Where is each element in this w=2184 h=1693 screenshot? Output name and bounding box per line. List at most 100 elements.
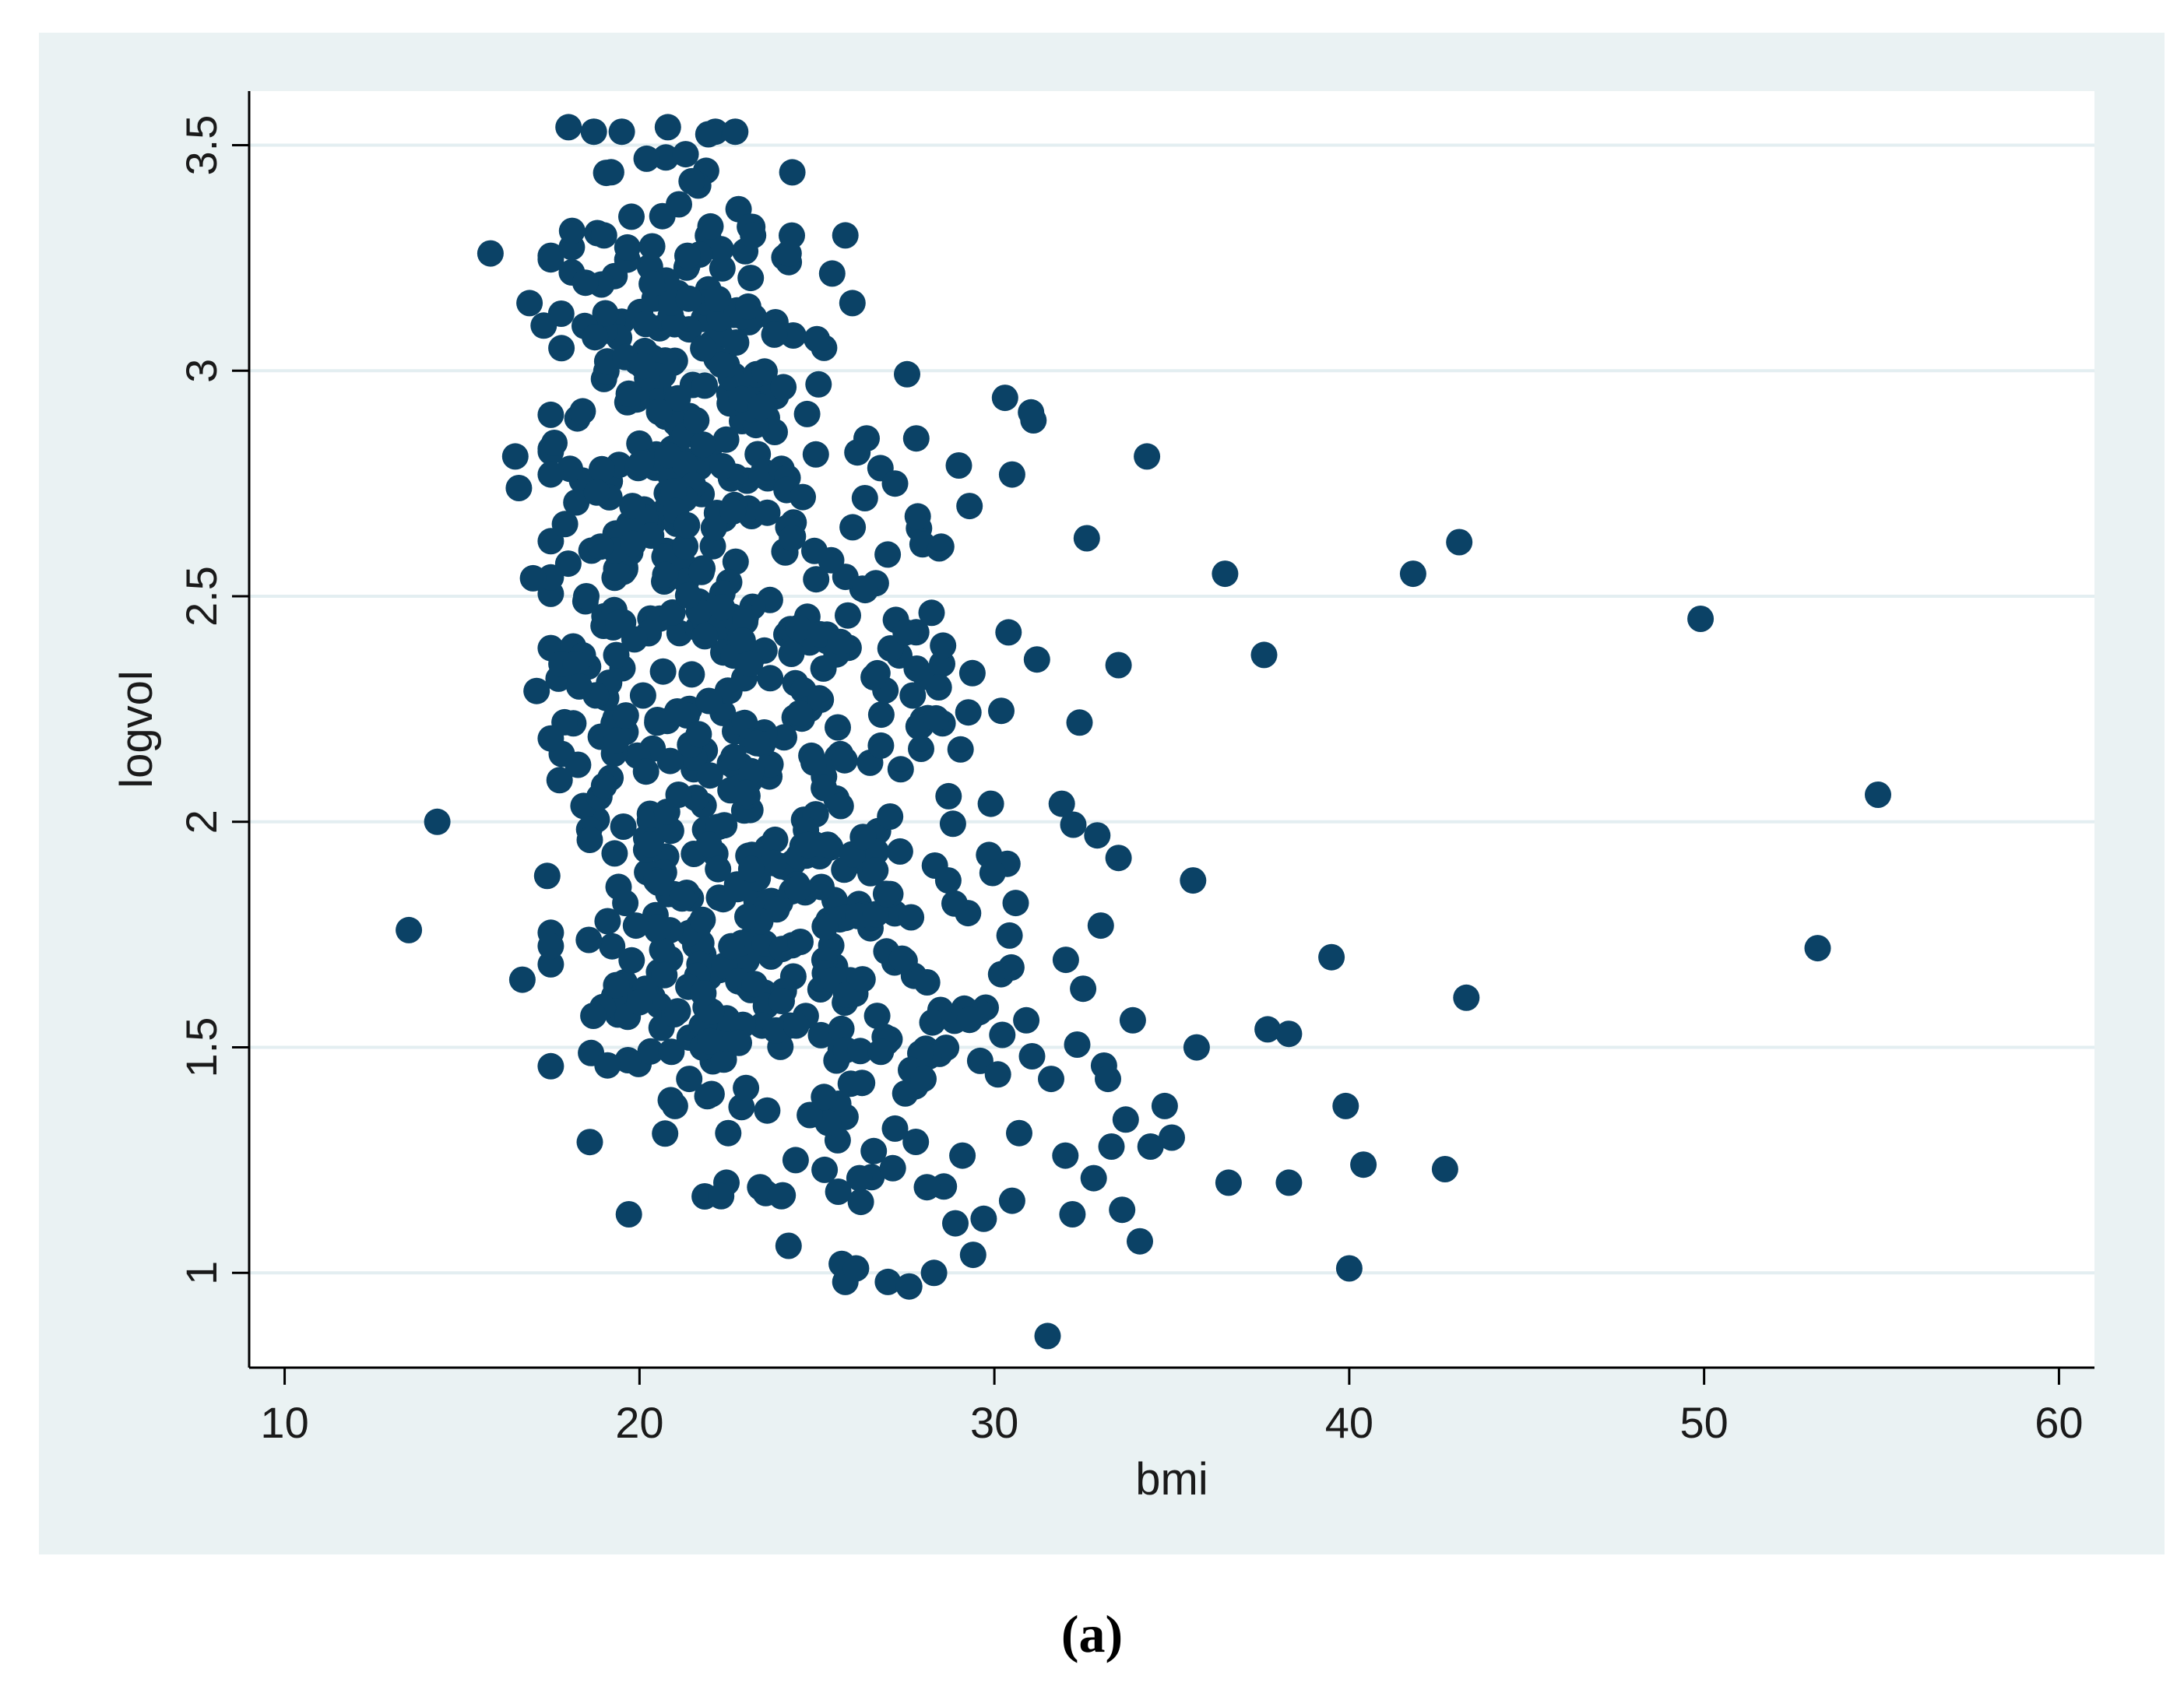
scatter-point bbox=[590, 222, 617, 249]
scatter-point bbox=[846, 1038, 874, 1065]
scatter-point bbox=[519, 564, 547, 592]
scatter-point bbox=[894, 360, 920, 388]
scatter-point bbox=[846, 1164, 873, 1192]
scatter-point bbox=[691, 623, 719, 650]
scatter-point bbox=[956, 493, 983, 520]
y-ticks: 1 1.5 2 2.5 3 3.5 bbox=[177, 115, 249, 1285]
scatter-point bbox=[563, 489, 590, 516]
data-points bbox=[396, 114, 1891, 1350]
scatter-point bbox=[660, 478, 688, 505]
scatter-point bbox=[709, 594, 736, 621]
scatter-point bbox=[722, 548, 749, 575]
scatter-point bbox=[698, 1080, 725, 1108]
scatter-point bbox=[879, 1154, 906, 1182]
scatter-point bbox=[632, 311, 659, 338]
scatter-point bbox=[620, 530, 647, 557]
scatter-point bbox=[594, 1052, 621, 1079]
y-tick-label: 2 bbox=[177, 810, 226, 834]
scatter-point bbox=[1446, 529, 1473, 556]
scatter-point bbox=[872, 880, 899, 908]
scatter-point bbox=[927, 533, 955, 560]
scatter-point bbox=[786, 700, 813, 727]
scatter-point bbox=[664, 385, 691, 412]
scatter-point bbox=[601, 840, 628, 867]
scatter-point bbox=[666, 191, 692, 218]
scatter-point bbox=[989, 1021, 1016, 1048]
scatter-point bbox=[715, 1119, 742, 1147]
scatter-point bbox=[807, 1021, 835, 1048]
scatter-point bbox=[661, 1092, 688, 1119]
scatter-point bbox=[877, 803, 904, 830]
scatter-point bbox=[695, 831, 723, 859]
scatter-point bbox=[1431, 1156, 1458, 1182]
scatter-point bbox=[795, 831, 821, 859]
scatter-point bbox=[1105, 652, 1132, 679]
y-tick-label: 2.5 bbox=[177, 566, 226, 627]
scatter-point bbox=[1013, 1006, 1040, 1034]
scatter-point bbox=[771, 724, 797, 751]
scatter-point bbox=[1070, 975, 1097, 1003]
scatter-point bbox=[802, 441, 829, 468]
scatter-point bbox=[1453, 984, 1480, 1011]
x-tick-label: 60 bbox=[2035, 1398, 2083, 1447]
scatter-point bbox=[689, 906, 716, 933]
scatter-point bbox=[654, 441, 681, 469]
scatter-point bbox=[785, 614, 812, 641]
x-tick-label: 30 bbox=[970, 1398, 1018, 1447]
scatter-point bbox=[779, 159, 806, 186]
x-tick-label: 40 bbox=[1325, 1398, 1373, 1447]
scatter-point bbox=[723, 329, 750, 356]
scatter-point bbox=[1080, 1164, 1107, 1192]
scatter-point bbox=[1275, 1020, 1303, 1048]
scatter-point bbox=[835, 602, 861, 629]
scatter-point bbox=[637, 831, 663, 858]
scatter-point bbox=[867, 701, 895, 729]
scatter-point bbox=[881, 470, 909, 497]
scatter-point bbox=[569, 398, 596, 425]
scatter-point bbox=[576, 827, 603, 853]
scatter-point bbox=[778, 641, 805, 667]
scatter-point bbox=[734, 293, 761, 320]
scatter-point bbox=[541, 430, 568, 456]
scatter-point bbox=[673, 511, 701, 539]
scatter-point bbox=[733, 1074, 760, 1101]
scatter-point bbox=[664, 998, 691, 1025]
scatter-point bbox=[1399, 560, 1426, 588]
scatter-point bbox=[1109, 1196, 1136, 1224]
scatter-point bbox=[945, 452, 972, 479]
scatter-point bbox=[818, 546, 845, 574]
scatter-point bbox=[523, 677, 550, 704]
scatter-point bbox=[621, 626, 648, 653]
scatter-point bbox=[805, 371, 832, 398]
scatter-point bbox=[988, 697, 1015, 725]
scatter-point bbox=[672, 141, 699, 168]
scatter-point bbox=[881, 1115, 909, 1142]
scatter-point bbox=[1002, 890, 1029, 917]
scatter-point bbox=[941, 890, 968, 917]
scatter-point bbox=[645, 399, 673, 426]
scatter-point bbox=[930, 632, 957, 659]
scatter-point bbox=[797, 1101, 824, 1129]
scatter-point bbox=[740, 222, 767, 249]
scatter-point bbox=[573, 583, 600, 609]
scatter-point bbox=[934, 867, 962, 894]
scatter-point bbox=[919, 1009, 946, 1036]
scatter-point bbox=[590, 772, 617, 799]
scatter-point bbox=[996, 922, 1023, 949]
scatter-point bbox=[860, 1137, 888, 1164]
scatter-point bbox=[768, 1182, 795, 1210]
scatter-point bbox=[658, 1038, 685, 1066]
scatter-point bbox=[697, 1027, 723, 1055]
figure-panel: 10 20 30 40 50 60 1 1.5 2 2.5 3 3.5 bmi logvol bbox=[39, 33, 2165, 1554]
scatter-point bbox=[644, 709, 671, 736]
scatter-point bbox=[958, 659, 986, 687]
scatter-point bbox=[645, 869, 672, 896]
scatter-point bbox=[874, 1268, 902, 1295]
scatter-point bbox=[762, 1017, 790, 1044]
scatter-point bbox=[1023, 646, 1050, 673]
scatter-point bbox=[632, 758, 659, 785]
scatter-point bbox=[583, 479, 610, 506]
scatter-point bbox=[910, 1066, 937, 1093]
y-tick-label: 1 bbox=[177, 1261, 226, 1285]
scatter-point bbox=[1275, 1169, 1303, 1196]
